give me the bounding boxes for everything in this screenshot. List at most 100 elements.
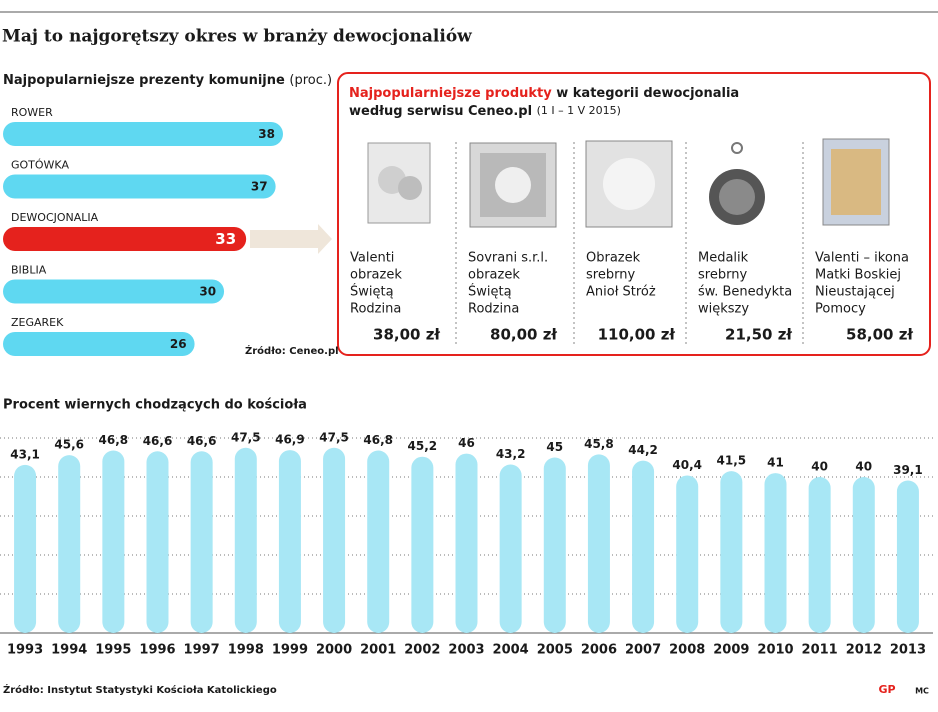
value-label: 46,8 — [363, 433, 393, 447]
x-tick-label: 2010 — [757, 643, 793, 658]
product-price: 58,00 zł — [846, 326, 913, 344]
x-tick-label: 2013 — [890, 643, 926, 658]
page-title: Maj to najgorętszy okres w branży dewocj… — [2, 27, 472, 47]
x-tick-label: 2005 — [537, 643, 573, 658]
image-detail — [603, 158, 655, 210]
product-name: Valenti – ikona — [815, 251, 909, 266]
source: Źródło: Ceneo.pl — [245, 344, 339, 357]
x-tick-label: 1999 — [272, 643, 308, 658]
bar — [278, 450, 301, 633]
product-name: srebrny — [698, 268, 747, 283]
logo: GP — [878, 683, 895, 696]
value-label: 41 — [767, 456, 784, 470]
chart-subtitle: (proc.) — [289, 73, 332, 88]
x-tick-label: 2004 — [493, 643, 529, 658]
panel-subtitle: według serwisu Ceneo.pl (1 I – 1 V 2015) — [349, 104, 621, 119]
value-label: 47,5 — [231, 430, 261, 444]
bar — [367, 450, 390, 633]
category-label: ZEGAREK — [11, 316, 64, 329]
product-price: 110,00 zł — [598, 326, 676, 344]
product-name: większy — [698, 302, 749, 317]
value-label: 37 — [251, 180, 268, 194]
bar — [14, 464, 37, 633]
x-tick-label: 2009 — [713, 643, 749, 658]
value-label: 40,4 — [672, 458, 702, 472]
bar — [764, 473, 787, 633]
value-label: 38 — [258, 127, 275, 141]
product-name: srebrny — [586, 268, 635, 283]
value-label: 46,6 — [143, 434, 173, 448]
product-image — [585, 140, 673, 228]
bar — [676, 475, 699, 633]
chart-title: Najpopularniejsze prezenty komunijne (pr… — [3, 73, 332, 88]
value-label: 46,9 — [275, 433, 305, 447]
value-label: 46,8 — [99, 433, 129, 447]
bar — [499, 464, 522, 633]
bar — [543, 457, 566, 633]
image-detail — [398, 176, 422, 200]
product-name: obrazek — [350, 268, 402, 283]
value-label: 45,6 — [54, 438, 84, 452]
panel-period: (1 I – 1 V 2015) — [537, 104, 621, 117]
category-label: BIBLIA — [11, 264, 47, 277]
value-label: 44,2 — [628, 443, 658, 457]
x-tick-label: 1993 — [7, 643, 43, 658]
x-tick-label: 1998 — [228, 643, 264, 658]
panel-title-rest: w kategorii dewocjonalia — [552, 86, 739, 101]
value-label: 33 — [215, 230, 236, 248]
value-label: 45 — [546, 440, 563, 454]
value-label: 47,5 — [319, 430, 349, 444]
product-name: obrazek — [468, 268, 520, 283]
panel-title-highlight: Najpopularniejsze produkty — [349, 86, 552, 101]
value-label: 46,6 — [187, 434, 217, 448]
x-tick-label: 2001 — [360, 643, 396, 658]
category-label: ROWER — [11, 106, 53, 119]
chart-title: Procent wiernych chodzących do kościoła — [3, 398, 307, 413]
product-name: Rodzina — [350, 302, 401, 317]
x-tick-label: 2003 — [448, 643, 484, 658]
x-tick-label: 1997 — [184, 643, 220, 658]
x-tick-label: 2002 — [404, 643, 440, 658]
bar — [3, 279, 225, 304]
value-label: 40 — [811, 460, 828, 474]
x-tick-label: 2012 — [846, 643, 882, 658]
image-detail — [831, 149, 881, 215]
bar — [102, 450, 125, 633]
value-label: 26 — [170, 337, 187, 351]
author: MC — [915, 687, 929, 696]
value-label: 43,2 — [496, 447, 526, 461]
image-detail — [719, 179, 755, 215]
bar — [896, 480, 919, 633]
x-tick-label: 1996 — [139, 643, 175, 658]
bar — [3, 174, 276, 199]
bar — [808, 477, 831, 633]
x-tick-label: 2007 — [625, 643, 661, 658]
product-name: Rodzina — [468, 302, 519, 317]
x-tick-label: 2006 — [581, 643, 617, 658]
product-name: Obrazek — [586, 251, 641, 266]
panel-title: Najpopularniejsze produkty w kategorii d… — [349, 86, 739, 101]
panel-subtitle-text: według serwisu Ceneo.pl — [349, 104, 532, 119]
value-label: 43,1 — [10, 447, 40, 461]
bar — [852, 477, 875, 633]
product-name: św. Benedykta — [698, 285, 792, 300]
value-label: 41,5 — [717, 454, 747, 468]
value-label: 30 — [199, 285, 216, 299]
value-label: 45,2 — [408, 439, 438, 453]
bar — [190, 451, 213, 633]
value-label: 46 — [458, 436, 475, 450]
bar — [146, 451, 169, 633]
arrow — [250, 224, 332, 254]
product-price: 38,00 zł — [373, 326, 440, 344]
bar — [720, 471, 743, 633]
value-label: 45,8 — [584, 437, 614, 451]
separators — [455, 142, 804, 345]
product-name: Matki Boskiej — [815, 268, 901, 283]
value-label: 39,1 — [893, 463, 923, 477]
product-images — [367, 138, 890, 228]
image-detail — [731, 142, 743, 154]
category-label: DEWOCJONALIA — [11, 211, 99, 224]
product-name: Świętą — [468, 284, 512, 300]
category-label: GOTÓWKA — [11, 159, 69, 172]
product-name: Medalik — [698, 251, 749, 266]
